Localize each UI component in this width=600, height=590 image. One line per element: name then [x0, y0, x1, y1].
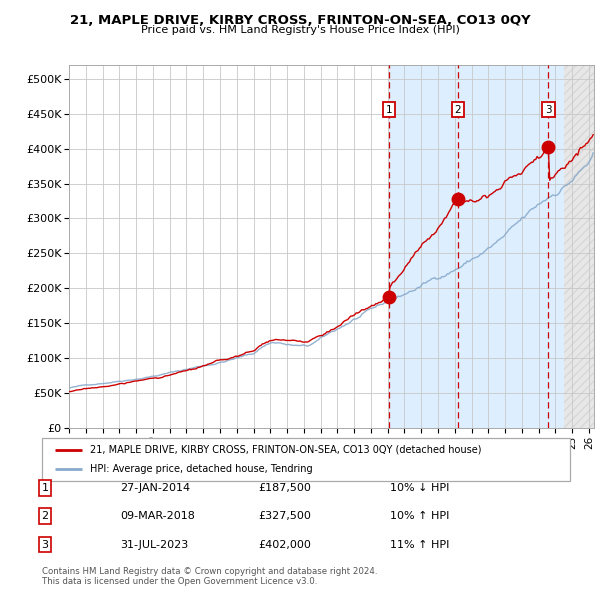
Text: 2: 2 — [455, 104, 461, 114]
Text: 09-MAR-2018: 09-MAR-2018 — [120, 512, 195, 521]
Text: 10% ↓ HPI: 10% ↓ HPI — [390, 483, 449, 493]
Text: HPI: Average price, detached house, Tendring: HPI: Average price, detached house, Tend… — [89, 464, 312, 474]
Text: 1: 1 — [41, 483, 49, 493]
Text: 31-JUL-2023: 31-JUL-2023 — [120, 540, 188, 549]
Text: 21, MAPLE DRIVE, KIRBY CROSS, FRINTON-ON-SEA, CO13 0QY (detached house): 21, MAPLE DRIVE, KIRBY CROSS, FRINTON-ON… — [89, 445, 481, 455]
Bar — [564, 65, 600, 428]
Text: 11% ↑ HPI: 11% ↑ HPI — [390, 540, 449, 549]
Text: 21, MAPLE DRIVE, KIRBY CROSS, FRINTON-ON-SEA, CO13 0QY: 21, MAPLE DRIVE, KIRBY CROSS, FRINTON-ON… — [70, 14, 530, 27]
Bar — [389, 65, 564, 428]
Text: 3: 3 — [545, 104, 551, 114]
Text: 2: 2 — [41, 512, 49, 521]
Text: Contains HM Land Registry data © Crown copyright and database right 2024.
This d: Contains HM Land Registry data © Crown c… — [42, 567, 377, 586]
Bar — [564, 65, 600, 428]
Text: 27-JAN-2014: 27-JAN-2014 — [120, 483, 190, 493]
Text: Price paid vs. HM Land Registry's House Price Index (HPI): Price paid vs. HM Land Registry's House … — [140, 25, 460, 35]
Text: £402,000: £402,000 — [258, 540, 311, 549]
Text: £187,500: £187,500 — [258, 483, 311, 493]
Text: £327,500: £327,500 — [258, 512, 311, 521]
Text: 1: 1 — [386, 104, 392, 114]
Text: 3: 3 — [41, 540, 49, 549]
FancyBboxPatch shape — [42, 438, 570, 481]
Text: 10% ↑ HPI: 10% ↑ HPI — [390, 512, 449, 521]
